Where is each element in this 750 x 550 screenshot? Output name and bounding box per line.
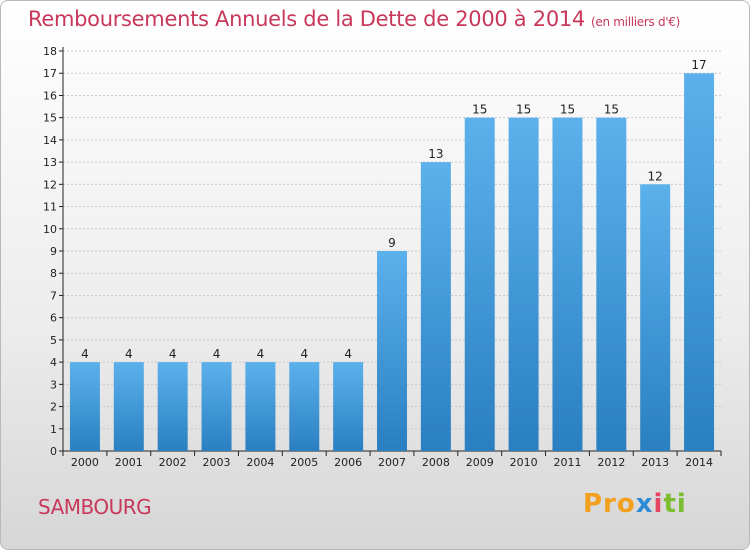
data-label: 12 xyxy=(648,169,663,183)
x-tick-label: 2003 xyxy=(203,456,231,469)
bar xyxy=(508,117,539,452)
y-tick-label: 8 xyxy=(50,267,57,280)
y-tick-label: 13 xyxy=(43,156,57,169)
data-label: 9 xyxy=(388,236,396,250)
x-tick-label: 2014 xyxy=(685,456,713,469)
data-label: 4 xyxy=(81,347,89,361)
logo-part-1: Pro xyxy=(583,489,636,519)
bar xyxy=(684,73,715,451)
data-label: 4 xyxy=(257,347,265,361)
bar xyxy=(552,117,583,452)
bar xyxy=(157,362,188,451)
data-label: 4 xyxy=(300,347,308,361)
y-tick-label: 5 xyxy=(50,334,57,347)
chart-title-text: Remboursements Annuels de la Dette de 20… xyxy=(28,7,585,31)
y-tick-label: 17 xyxy=(43,67,57,80)
bar xyxy=(245,362,276,451)
data-label: 4 xyxy=(213,347,221,361)
x-tick-label: 2000 xyxy=(71,456,99,469)
x-tick-label: 2010 xyxy=(510,456,538,469)
bar xyxy=(289,362,320,451)
data-label: 15 xyxy=(472,103,487,117)
bar xyxy=(201,362,232,451)
data-label: 13 xyxy=(428,147,443,161)
chart-unit: (en milliers d'€) xyxy=(591,15,681,29)
bar xyxy=(464,117,495,452)
bar xyxy=(596,117,627,452)
y-tick-label: 12 xyxy=(43,178,57,191)
y-tick-label: 10 xyxy=(43,223,57,236)
data-label: 17 xyxy=(691,58,706,72)
data-label: 15 xyxy=(516,103,531,117)
y-tick-label: 7 xyxy=(50,289,57,302)
y-tick-label: 9 xyxy=(50,245,57,258)
x-tick-label: 2005 xyxy=(290,456,318,469)
x-tick-label: 2011 xyxy=(553,456,581,469)
proxiti-logo: Proxiti xyxy=(583,489,687,519)
y-tick-label: 14 xyxy=(43,134,57,147)
data-label: 15 xyxy=(604,103,619,117)
y-tick-label: 6 xyxy=(50,312,57,325)
x-tick-label: 2002 xyxy=(159,456,187,469)
y-tick-label: 16 xyxy=(43,89,57,102)
bar xyxy=(420,162,451,451)
x-tick-label: 2009 xyxy=(466,456,494,469)
x-tick-label: 2004 xyxy=(246,456,274,469)
y-tick-label: 2 xyxy=(50,401,57,414)
logo-part-2: x xyxy=(635,489,654,519)
bar xyxy=(69,362,100,451)
x-tick-label: 2013 xyxy=(641,456,669,469)
y-tick-label: 18 xyxy=(43,45,57,58)
y-tick-label: 15 xyxy=(43,112,57,125)
x-tick-label: 2001 xyxy=(115,456,143,469)
logo-part-4: ti xyxy=(663,489,687,519)
x-tick-label: 2008 xyxy=(422,456,450,469)
data-label: 15 xyxy=(560,103,575,117)
x-tick-label: 2006 xyxy=(334,456,362,469)
x-tick-label: 2012 xyxy=(597,456,625,469)
x-tick-label: 2007 xyxy=(378,456,406,469)
y-tick-label: 4 xyxy=(50,356,57,369)
y-tick-label: 0 xyxy=(50,445,57,458)
bar xyxy=(333,362,364,451)
logo-part-3: i xyxy=(653,489,664,519)
bar xyxy=(113,362,144,451)
y-tick-label: 11 xyxy=(43,201,57,214)
chart-title: Remboursements Annuels de la Dette de 20… xyxy=(28,7,680,31)
data-label: 4 xyxy=(344,347,352,361)
commune-name: SAMBOURG xyxy=(38,495,152,519)
bar xyxy=(640,184,671,452)
y-tick-label: 3 xyxy=(50,378,57,391)
bar xyxy=(377,251,407,451)
data-label: 4 xyxy=(169,347,177,361)
data-label: 4 xyxy=(125,347,133,361)
y-tick-label: 1 xyxy=(50,423,57,436)
